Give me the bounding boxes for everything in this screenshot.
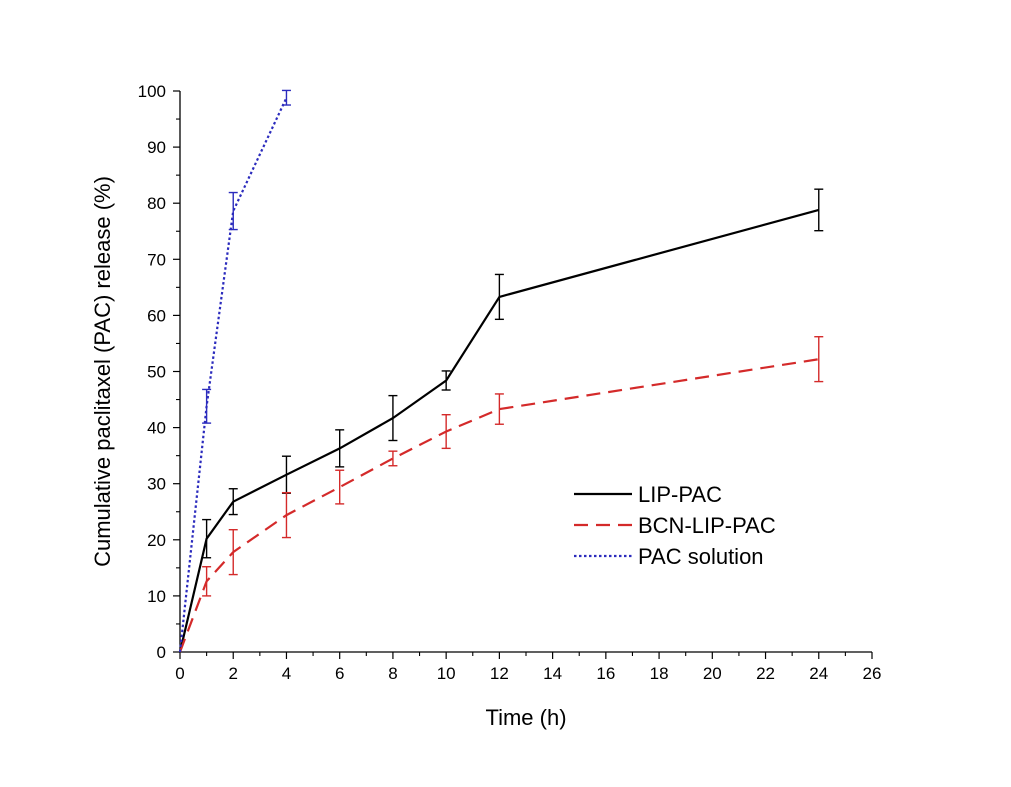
y-tick-label: 60 (147, 306, 166, 325)
y-tick-label: 90 (147, 138, 166, 157)
y-tick-label: 40 (147, 419, 166, 438)
x-tick-label: 12 (490, 664, 509, 683)
x-tick-label: 26 (863, 664, 882, 683)
y-axis-title: Cumulative paclitaxel (PAC) release (%) (90, 176, 115, 567)
y-tick-label: 100 (138, 82, 166, 101)
x-tick-label: 24 (809, 664, 828, 683)
legend-label: PAC solution (638, 544, 764, 569)
series-pac-solution (178, 89, 291, 653)
y-tick-label: 30 (147, 475, 166, 494)
series-line (178, 97, 288, 653)
series-line (178, 358, 819, 653)
x-tick-label: 20 (703, 664, 722, 683)
series-layer (178, 89, 824, 653)
legend: LIP-PAC BCN-LIP-PAC PAC solution (574, 482, 776, 569)
x-axis-title: Time (h) (485, 705, 566, 730)
y-tick-label: 50 (147, 363, 166, 382)
y-tick-label: 70 (147, 250, 166, 269)
x-tick-label: 10 (437, 664, 456, 683)
legend-label: LIP-PAC (638, 482, 722, 507)
series-lip-pac (178, 188, 824, 653)
x-tick-label: 0 (175, 664, 184, 683)
x-tick-label: 8 (388, 664, 397, 683)
legend-label: BCN-LIP-PAC (638, 513, 776, 538)
y-tick-label: 10 (147, 587, 166, 606)
y-tick-label: 20 (147, 531, 166, 550)
x-tick-label: 6 (335, 664, 344, 683)
y-tick-label: 0 (157, 643, 166, 662)
x-tick-label: 18 (650, 664, 669, 683)
axes: 0 2 4 6 8 10 12 14 16 18 20 22 24 2601020304050607080… (138, 82, 882, 683)
x-tick-label: 22 (756, 664, 775, 683)
x-tick-label: 14 (543, 664, 562, 683)
y-tick-label: 80 (147, 194, 166, 213)
series-bcn-lip-pac (178, 336, 824, 653)
x-tick-label: 2 (228, 664, 237, 683)
x-tick-label: 16 (596, 664, 615, 683)
x-tick-label: 4 (282, 664, 291, 683)
